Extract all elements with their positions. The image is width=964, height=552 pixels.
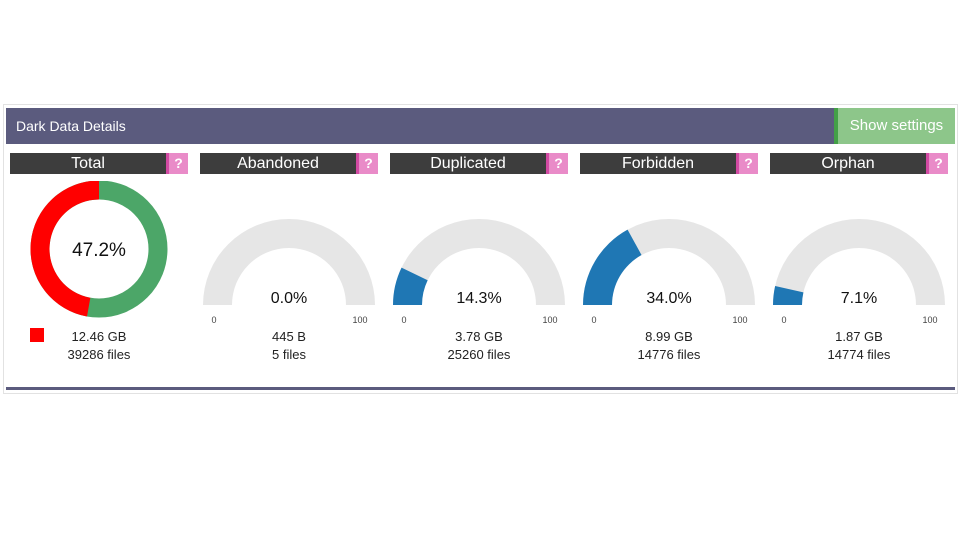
gauge-track — [393, 219, 565, 305]
gauge-fill — [773, 285, 804, 305]
gauge-abandoned-chart: 0.0% 0 100 — [203, 219, 375, 323]
gauge-min-label: 0 — [591, 315, 596, 323]
gauge-duplicated: Duplicated ? 14.3% 0 100 3.78 GB 25260 f… — [390, 153, 568, 373]
gauge-min-label: 0 — [781, 315, 786, 323]
gauge-forbidden: Forbidden ? 34.0% 0 100 8.99 GB 14776 fi… — [580, 153, 758, 373]
gauge-forbidden-title: Forbidden — [621, 155, 695, 172]
dark-data-panel: Dark Data Details Show settings Total ? … — [3, 104, 958, 394]
gauge-duplicated-help-button[interactable]: ? — [546, 153, 568, 174]
gauge-forbidden-header: Forbidden ? — [580, 153, 758, 174]
gauge-abandoned-files: 5 files — [272, 347, 306, 362]
gauge-total-title: Total — [71, 155, 105, 172]
gauge-abandoned: Abandoned ? 0.0% 0 100 445 B 5 files — [200, 153, 378, 373]
gauge-abandoned-help-button[interactable]: ? — [356, 153, 378, 174]
gauge-max-label: 100 — [922, 315, 937, 323]
gauge-total-help-button[interactable]: ? — [166, 153, 188, 174]
gauge-max-label: 100 — [542, 315, 557, 323]
gauge-max-label: 100 — [352, 315, 367, 323]
gauge-orphan-size: 1.87 GB — [835, 329, 883, 344]
gauge-percent-label: 0.0% — [271, 290, 307, 307]
show-settings-button[interactable]: Show settings — [834, 108, 955, 144]
gauge-duplicated-chart: 14.3% 0 100 — [393, 219, 565, 323]
gauge-percent-label: 14.3% — [456, 290, 501, 307]
gauge-percent-label: 7.1% — [841, 290, 877, 307]
gauge-min-label: 0 — [401, 315, 406, 323]
legend-swatch — [30, 328, 44, 342]
gauge-track — [203, 219, 375, 305]
gauge-total: Total ? 47.2% 12.46 GB 39286 files — [10, 153, 188, 373]
gauge-forbidden-chart: 34.0% 0 100 — [583, 219, 755, 323]
gauge-fill — [393, 267, 428, 305]
gauge-duplicated-title: Duplicated — [430, 155, 506, 172]
gauge-fill — [583, 229, 642, 305]
gauge-orphan: Orphan ? 7.1% 0 100 1.87 GB 14774 files — [770, 153, 948, 373]
gauge-forbidden-size: 8.99 GB — [645, 329, 693, 344]
total-percent-label: 47.2% — [72, 240, 126, 261]
total-files: 39286 files — [67, 347, 131, 362]
gauge-orphan-files: 14774 files — [827, 347, 891, 362]
donut-filled-arc — [30, 181, 100, 317]
gauge-forbidden-help-button[interactable]: ? — [736, 153, 758, 174]
gauge-duplicated-header: Duplicated ? — [390, 153, 568, 174]
panel-header: Dark Data Details Show settings — [6, 108, 955, 144]
gauge-min-label: 0 — [211, 315, 216, 323]
panel-bottom-rule — [6, 387, 955, 390]
gauge-percent-label: 34.0% — [646, 290, 691, 307]
gauge-abandoned-title: Abandoned — [237, 155, 319, 172]
panel-title: Dark Data Details — [16, 118, 126, 134]
gauge-forbidden-files: 14776 files — [637, 347, 701, 362]
gauge-orphan-title: Orphan — [821, 155, 875, 172]
gauge-total-header: Total ? — [10, 153, 188, 174]
gauge-duplicated-files: 25260 files — [447, 347, 511, 362]
gauge-orphan-help-button[interactable]: ? — [926, 153, 948, 174]
gauge-abandoned-header: Abandoned ? — [200, 153, 378, 174]
total-size: 12.46 GB — [71, 329, 127, 344]
gauge-track — [773, 219, 945, 305]
gauge-abandoned-size: 445 B — [272, 329, 306, 344]
total-donut-chart: 47.2% — [30, 181, 168, 318]
gauge-orphan-chart: 7.1% 0 100 — [773, 219, 945, 323]
gauge-max-label: 100 — [732, 315, 747, 323]
gauge-duplicated-size: 3.78 GB — [455, 329, 503, 344]
gauge-orphan-header: Orphan ? — [770, 153, 948, 174]
